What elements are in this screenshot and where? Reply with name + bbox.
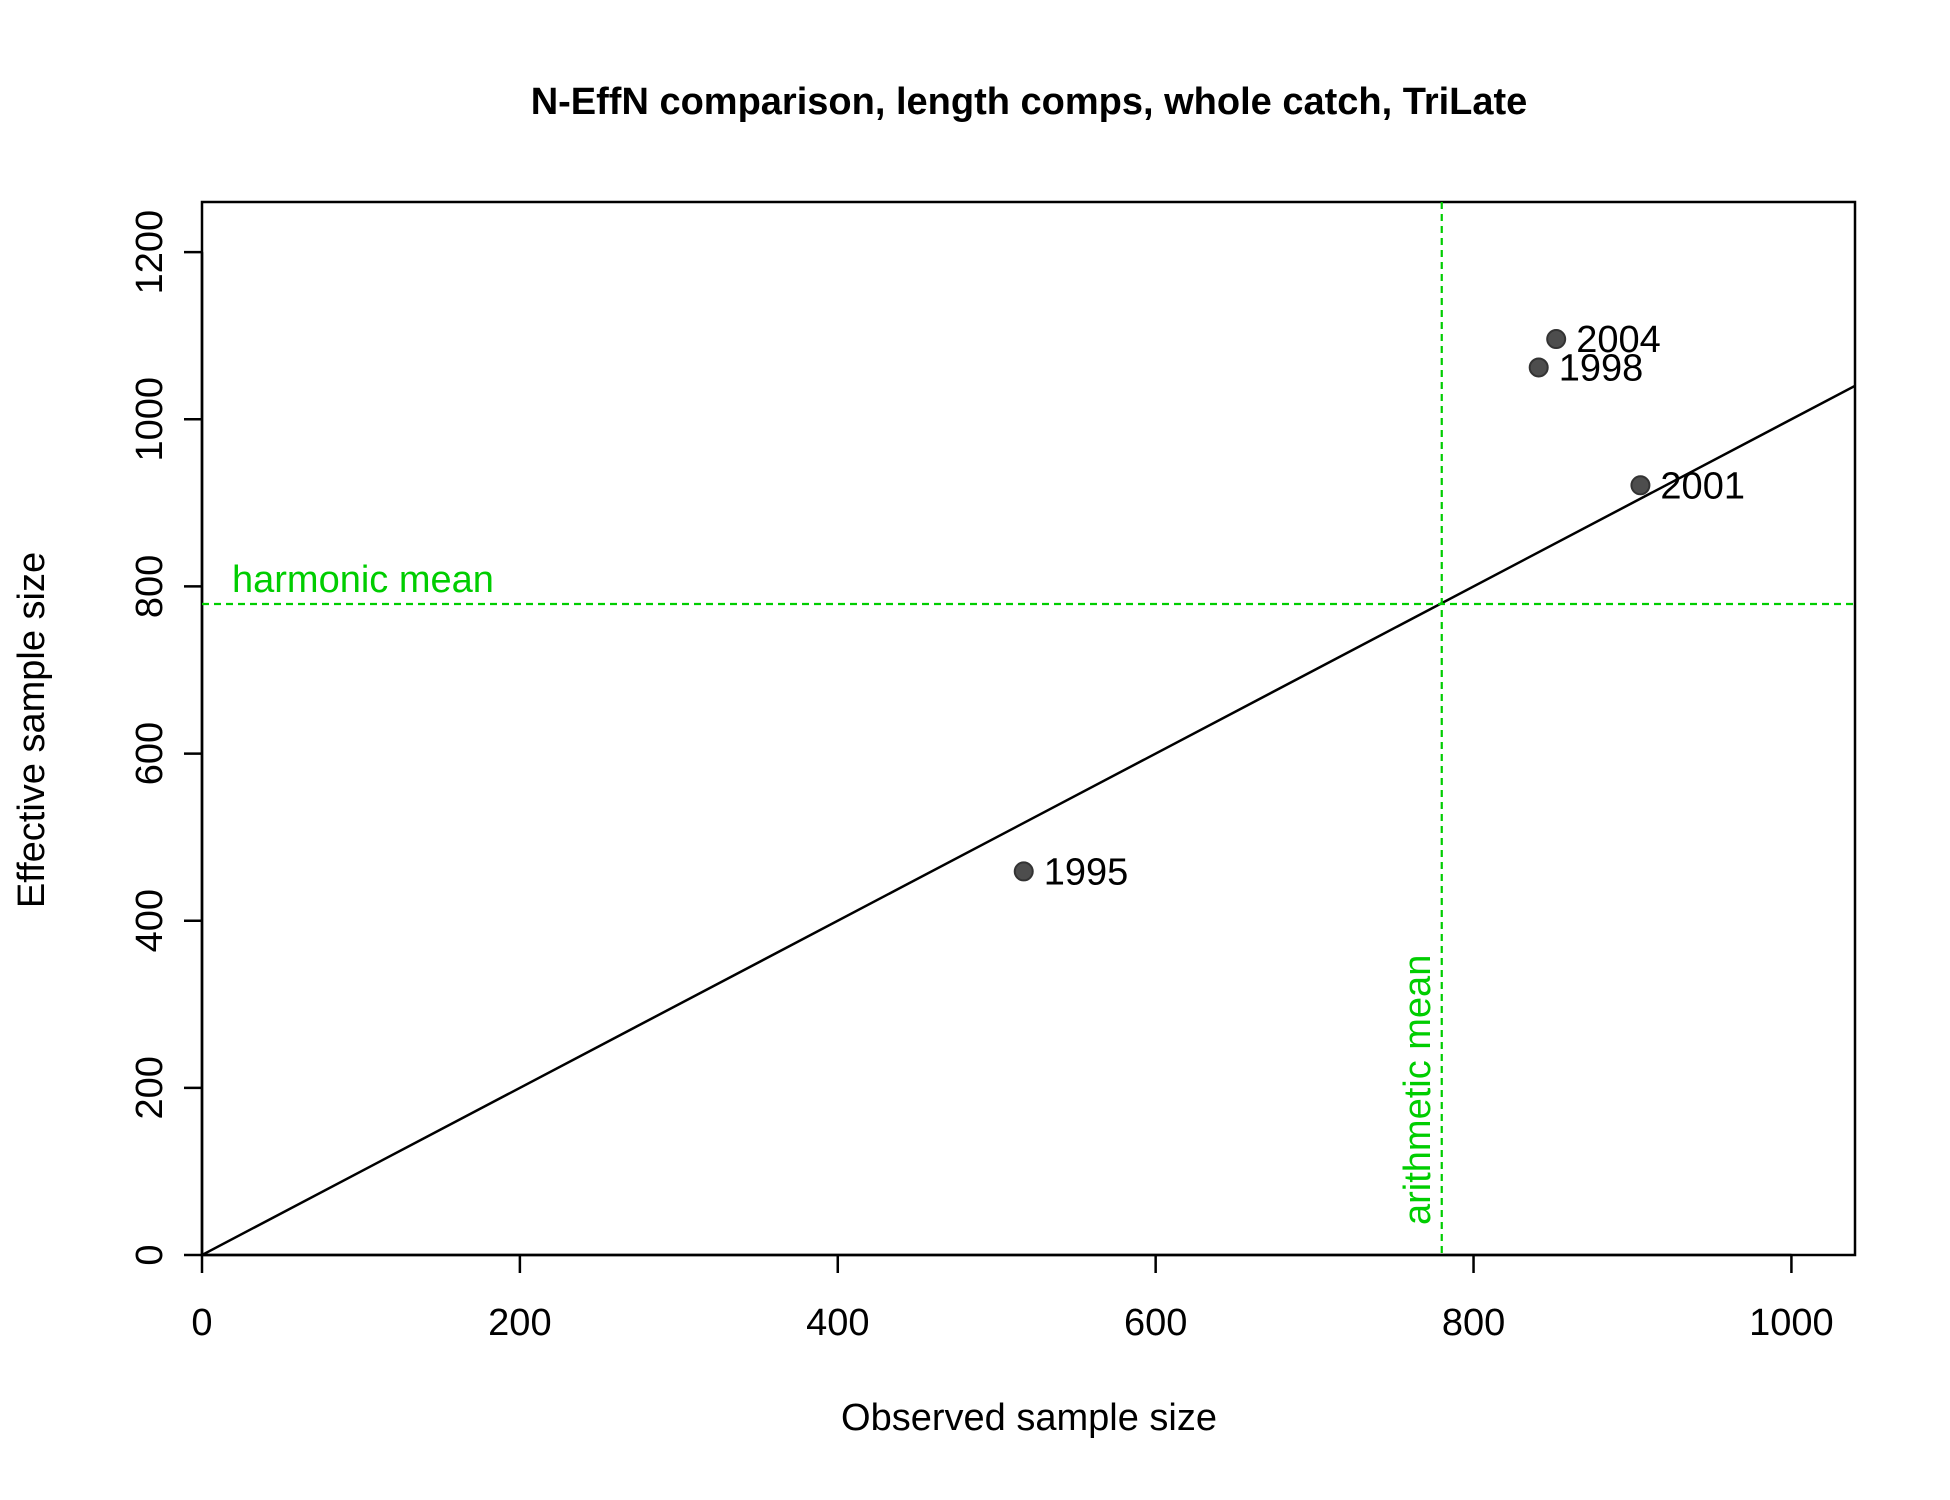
x-tick-label: 400 — [806, 1302, 869, 1344]
point-label: 2004 — [1576, 319, 1661, 361]
y-tick-label: 400 — [129, 889, 171, 952]
data-point — [1546, 329, 1567, 350]
y-axis-label: Effective sample size — [11, 552, 53, 908]
chart-title: N-EffN comparison, length comps, whole c… — [531, 81, 1528, 123]
data-point — [1528, 357, 1549, 378]
x-tick-label: 600 — [1124, 1302, 1187, 1344]
x-tick-label: 800 — [1442, 1302, 1505, 1344]
data-point — [1013, 861, 1034, 882]
x-tick-label: 1000 — [1749, 1302, 1834, 1344]
y-tick-label: 1200 — [129, 210, 171, 295]
point-label: 2001 — [1660, 465, 1745, 507]
y-tick-label: 800 — [129, 555, 171, 618]
x-tick-label: 0 — [191, 1302, 212, 1344]
y-tick-label: 0 — [129, 1244, 171, 1265]
y-tick-label: 1000 — [129, 377, 171, 462]
point-label: 1998 — [1559, 347, 1644, 389]
y-tick-label: 200 — [129, 1056, 171, 1119]
arithmetic-mean-label: arithmetic mean — [1397, 955, 1439, 1225]
x-axis-label: Observed sample size — [841, 1397, 1217, 1439]
point-label: 1995 — [1044, 851, 1129, 893]
y-tick-label: 600 — [129, 722, 171, 785]
data-point — [1630, 475, 1651, 496]
identity-line — [202, 384, 1855, 1255]
harmonic-mean-label: harmonic mean — [232, 559, 494, 601]
x-tick-label: 200 — [488, 1302, 551, 1344]
